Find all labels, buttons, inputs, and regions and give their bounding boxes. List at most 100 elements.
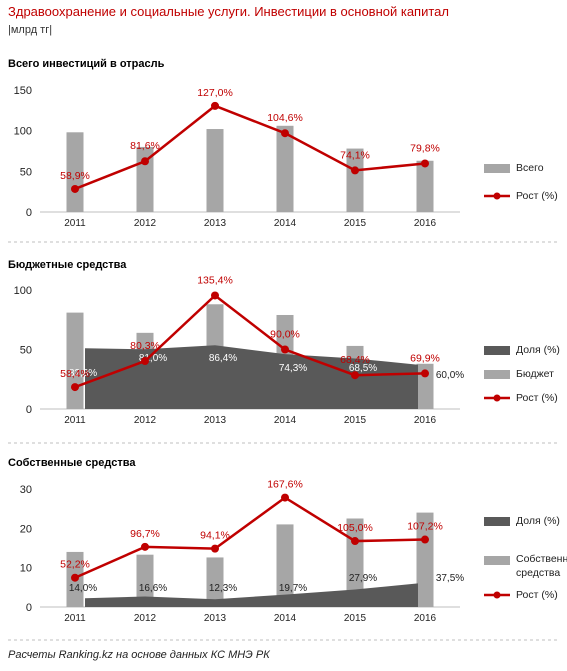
legend-swatch-area: [484, 517, 510, 526]
legend-swatch-bar: [484, 556, 510, 565]
growth-data-label: 167,6%: [267, 479, 303, 491]
legend-label: Собственные: [516, 553, 567, 565]
share-data-label: 27,9%: [349, 573, 377, 584]
chart-title: Всего инвестиций в отрасль: [8, 58, 165, 70]
y-tick-label: 30: [20, 484, 32, 496]
bar: [206, 557, 224, 607]
growth-line: [74, 496, 426, 579]
growth-data-label: 58,4%: [60, 368, 90, 380]
x-tick-label: 2013: [204, 218, 227, 229]
bar: [66, 312, 84, 409]
x-tick-label: 2011: [64, 613, 86, 624]
growth-point: [421, 159, 429, 168]
growth-point: [281, 493, 289, 502]
growth-point: [71, 383, 79, 392]
share-data-label: 82,3%: [69, 368, 97, 379]
bar: [206, 129, 224, 212]
growth-point: [351, 371, 359, 380]
chart-title: Бюджетные средства: [8, 259, 127, 271]
growth-point: [211, 291, 219, 300]
growth-data-label: 135,4%: [197, 274, 233, 286]
growth-data-label: 58,9%: [60, 170, 90, 182]
bar: [416, 363, 434, 409]
share-data-label: 60,0%: [436, 370, 464, 381]
x-tick-label: 2016: [414, 218, 437, 229]
growth-point: [281, 129, 289, 138]
x-tick-label: 2011: [64, 218, 86, 229]
legend-swatch-bar: [484, 164, 510, 173]
growth-data-label: 94,1%: [200, 530, 230, 542]
legend-label: Рост (%): [516, 190, 558, 202]
growth-data-label: 107,2%: [407, 521, 443, 533]
growth-point: [71, 184, 79, 193]
legend-label: Рост (%): [516, 392, 558, 404]
chart-title: Собственные средства: [8, 457, 136, 469]
legend-label: Рост (%): [516, 589, 558, 601]
growth-line: [74, 293, 426, 389]
x-tick-label: 2014: [274, 613, 297, 624]
y-tick-label: 0: [26, 404, 32, 416]
y-tick-label: 50: [20, 166, 32, 178]
growth-point: [141, 357, 149, 366]
growth-point: [211, 544, 219, 553]
x-tick-label: 2014: [274, 415, 297, 426]
bar: [276, 524, 294, 607]
y-tick-label: 100: [14, 126, 32, 138]
share-data-label: 16,6%: [139, 583, 167, 594]
y-tick-label: 20: [20, 523, 32, 535]
growth-line: [74, 104, 426, 191]
growth-point: [281, 345, 289, 354]
legend-swatch-bar: [484, 370, 510, 379]
y-tick-label: 0: [26, 207, 32, 219]
growth-data-label: 96,7%: [130, 528, 160, 540]
x-tick-label: 2016: [414, 613, 437, 624]
legend-label: Доля (%): [516, 344, 560, 356]
legend-swatch-point: [493, 192, 501, 200]
growth-data-label: 80,3%: [130, 340, 160, 352]
bar: [416, 512, 434, 607]
share-area: [85, 345, 418, 409]
source-note: Расчеты Ranking.kz на основе данных КС М…: [8, 649, 270, 661]
growth-data-label: 105,0%: [337, 522, 373, 534]
x-tick-label: 2015: [344, 613, 367, 624]
bar: [66, 132, 84, 212]
growth-point: [421, 369, 429, 378]
growth-data-label: 81,6%: [130, 140, 160, 152]
share-data-label: 74,3%: [279, 363, 307, 374]
share-data-label: 12,3%: [209, 583, 237, 594]
x-tick-label: 2015: [344, 218, 367, 229]
y-tick-label: 10: [20, 563, 32, 575]
x-tick-label: 2012: [134, 218, 157, 229]
growth-data-label: 104,6%: [267, 112, 303, 124]
unit-label: |млрд тг|: [8, 24, 53, 36]
bar: [416, 160, 434, 212]
x-tick-label: 2014: [274, 218, 297, 229]
legend-swatch-point: [493, 591, 501, 599]
share-data-label: 37,5%: [436, 573, 464, 584]
share-data-label: 19,7%: [279, 583, 307, 594]
growth-data-label: 127,0%: [197, 87, 233, 99]
growth-data-label: 90,0%: [270, 329, 300, 341]
growth-data-label: 52,2%: [60, 559, 90, 571]
legend-label: Бюджет: [516, 368, 554, 380]
y-tick-label: 100: [14, 285, 32, 297]
legend-label: средства: [516, 567, 560, 579]
bar: [136, 554, 154, 607]
growth-data-label: 69,9%: [410, 352, 440, 364]
y-tick-label: 0: [26, 602, 32, 614]
growth-point: [141, 542, 149, 551]
x-tick-label: 2012: [134, 415, 157, 426]
growth-point: [141, 157, 149, 166]
growth-data-label: 68,4%: [340, 354, 370, 366]
growth-data-label: 74,1%: [340, 149, 370, 161]
x-tick-label: 2015: [344, 415, 367, 426]
x-tick-label: 2011: [64, 415, 86, 426]
share-data-label: 86,4%: [209, 353, 237, 364]
bar: [276, 125, 294, 212]
bar: [346, 148, 364, 212]
growth-point: [71, 573, 79, 582]
growth-point: [351, 537, 359, 546]
legend-label: Доля (%): [516, 515, 560, 527]
